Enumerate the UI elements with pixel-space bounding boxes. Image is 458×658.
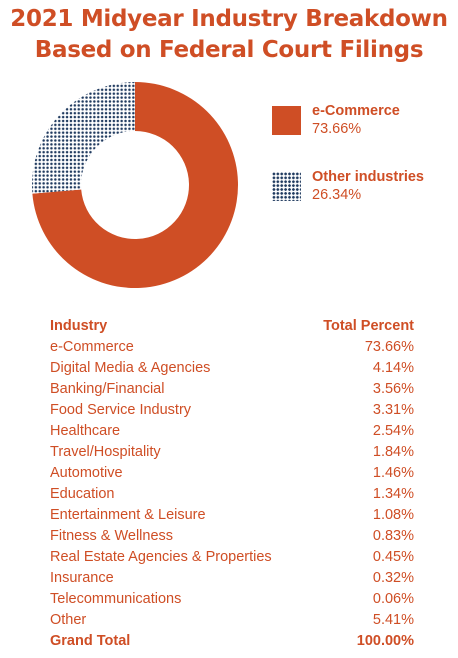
table-cell-industry: Digital Media & Agencies xyxy=(50,360,211,376)
legend-label-other-industries: Other industries xyxy=(312,169,424,185)
legend-value-ecommerce: 73.66% xyxy=(312,121,362,137)
table-cell-percent: 4.14% xyxy=(372,360,414,376)
table-cell-percent: 0.32% xyxy=(372,570,414,586)
table-header-row: Industry Total Percent xyxy=(50,316,414,337)
table-row: Entertainment & Leisure 1.08% xyxy=(50,505,414,526)
table-row: Digital Media & Agencies 4.14% xyxy=(50,358,414,379)
table-cell-industry: Insurance xyxy=(50,570,114,586)
table-row: Education 1.34% xyxy=(50,484,414,505)
table-cell-percent: 5.41% xyxy=(372,612,414,628)
table-row: Other 5.41% xyxy=(50,610,414,631)
table-cell-industry: Food Service Industry xyxy=(50,402,192,418)
table-total-percent: 100.00% xyxy=(356,633,414,649)
table-cell-percent: 3.56% xyxy=(372,381,414,397)
table-row: Insurance 0.32% xyxy=(50,568,414,589)
table-cell-percent: 1.84% xyxy=(372,444,414,460)
table-cell-industry: Other xyxy=(50,612,87,628)
table-cell-industry: Banking/Financial xyxy=(50,381,165,397)
table-total-label: Grand Total xyxy=(50,633,131,649)
table-cell-percent: 73.66% xyxy=(364,339,414,355)
table-cell-industry: Fitness & Wellness xyxy=(50,528,174,544)
donut-chart xyxy=(31,82,238,288)
table-header-total-percent: Total Percent xyxy=(323,318,414,334)
table-row: Banking/Financial 3.56% xyxy=(50,379,414,400)
table-cell-percent: 3.31% xyxy=(372,402,414,418)
table-cell-percent: 2.54% xyxy=(372,423,414,439)
legend-value-other-industries: 26.34% xyxy=(312,187,362,203)
legend-swatch-ecommerce xyxy=(272,106,301,135)
table-row: Healthcare 2.54% xyxy=(50,421,414,442)
table-cell-industry: Automotive xyxy=(50,465,123,481)
table-cell-industry: Entertainment & Leisure xyxy=(50,507,206,523)
table-cell-percent: 0.06% xyxy=(372,591,414,607)
industry-table: Industry Total Percent e-Commerce 73.66% D… xyxy=(50,316,414,652)
table-row: Automotive 1.46% xyxy=(50,463,414,484)
table-header-industry: Industry xyxy=(50,318,108,334)
chart-title-line-1: 2021 Midyear Industry Breakdown xyxy=(10,6,448,32)
legend-label-ecommerce: e-Commerce xyxy=(312,103,400,119)
table-total-row: Grand Total 100.00% xyxy=(50,631,414,652)
table-cell-industry: e-Commerce xyxy=(50,339,134,355)
table-cell-industry: Real Estate Agencies & Properties xyxy=(50,549,272,565)
table-cell-percent: 0.83% xyxy=(372,528,414,544)
legend-swatch-other-industries xyxy=(272,172,301,201)
table-cell-percent: 1.46% xyxy=(372,465,414,481)
chart-title: 2021 Midyear Industry Breakdown Based on… xyxy=(0,4,458,66)
table-cell-percent: 0.45% xyxy=(372,549,414,565)
table-cell-percent: 1.08% xyxy=(372,507,414,523)
chart-title-line-2: Based on Federal Court Filings xyxy=(34,37,424,63)
table-row: e-Commerce 73.66% xyxy=(50,337,414,358)
table-row: Telecommunications 0.06% xyxy=(50,589,414,610)
table-cell-industry: Telecommunications xyxy=(50,591,182,607)
table-row: Real Estate Agencies & Properties 0.45% xyxy=(50,547,414,568)
table-cell-percent: 1.34% xyxy=(372,486,414,502)
table-row: Travel/Hospitality 1.84% xyxy=(50,442,414,463)
donut-slice-other-industries xyxy=(31,82,135,194)
table-row: Food Service Industry 3.31% xyxy=(50,400,414,421)
donut-slice-e-commerce xyxy=(32,82,238,288)
table-row: Fitness & Wellness 0.83% xyxy=(50,526,414,547)
table-body: e-Commerce 73.66% Digital Media & Agencies… xyxy=(50,337,414,631)
table-cell-industry: Education xyxy=(50,486,115,502)
table-cell-industry: Healthcare xyxy=(50,423,121,439)
table-cell-industry: Travel/Hospitality xyxy=(50,444,161,460)
